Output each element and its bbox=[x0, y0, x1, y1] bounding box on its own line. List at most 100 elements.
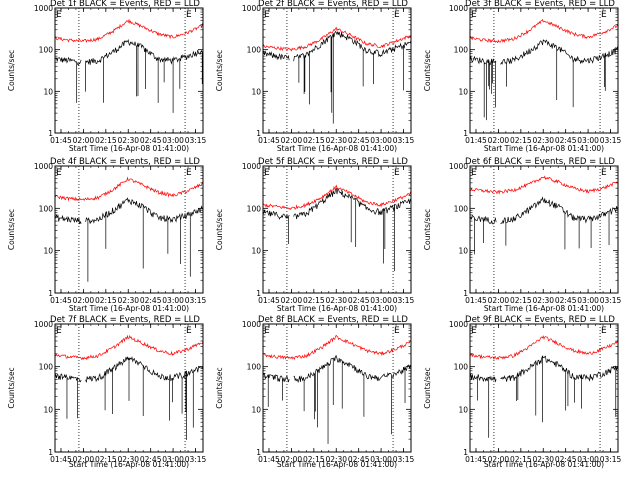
panel-title: Det 7f BLACK = Events, RED = LLD bbox=[50, 315, 200, 325]
y-tick-label: 10 bbox=[251, 247, 261, 256]
x-tick-label: 03:00 bbox=[577, 455, 599, 464]
y-tick-label: 1000 bbox=[34, 4, 53, 13]
x-tick-label: 02:45 bbox=[140, 136, 162, 145]
x-tick-label: 02:30 bbox=[117, 136, 139, 145]
x-tick-label: 02:00 bbox=[281, 455, 303, 464]
x-tick-label: 02:45 bbox=[348, 455, 370, 464]
x-tick-label: 02:45 bbox=[555, 296, 577, 305]
x-tick-label: 02:30 bbox=[325, 455, 347, 464]
y-axis-label: Counts/sec bbox=[215, 367, 224, 408]
x-tick-label: 01:45 bbox=[50, 455, 72, 464]
series-lld-line bbox=[54, 18, 204, 44]
x-tick-label: 02:30 bbox=[117, 455, 139, 464]
series-events-line bbox=[262, 187, 412, 272]
x-tick-label: 02:15 bbox=[303, 136, 325, 145]
series-events-line bbox=[262, 355, 412, 444]
y-tick-label: 1000 bbox=[34, 320, 53, 329]
panel-title: Det 2f BLACK = Events, RED = LLD bbox=[258, 0, 408, 9]
x-tick-label: 01:45 bbox=[258, 455, 280, 464]
x-tick-label: 01:45 bbox=[465, 296, 487, 305]
panel-det-9f: Det 9f BLACK = Events, RED = LLD Counts/s… bbox=[423, 315, 622, 469]
x-tick-label: 02:00 bbox=[488, 296, 510, 305]
panel-det-5f: Det 5f BLACK = Events, RED = LLD Counts/s… bbox=[215, 157, 415, 313]
x-tick-label: 02:00 bbox=[488, 455, 510, 464]
x-tick-label: 02:00 bbox=[73, 455, 95, 464]
x-tick-label: 03:00 bbox=[577, 136, 599, 145]
y-axis-label: Counts/sec bbox=[423, 50, 432, 91]
y-tick-label: 100 bbox=[247, 204, 262, 213]
x-tick-label: 02:45 bbox=[140, 455, 162, 464]
series-lld-line bbox=[262, 26, 412, 52]
plot-frame bbox=[469, 165, 619, 294]
x-tick-label: 02:15 bbox=[303, 455, 325, 464]
series-events-line bbox=[54, 197, 204, 282]
x-tick-label: 01:45 bbox=[50, 136, 72, 145]
y-tick-label: 100 bbox=[454, 363, 469, 372]
plot-frame bbox=[262, 165, 412, 294]
panel-det-7f: Det 7f BLACK = Events, RED = LLD Counts/s… bbox=[7, 315, 207, 469]
x-tick-label: 03:00 bbox=[162, 136, 184, 145]
x-tick-label: 02:45 bbox=[140, 296, 162, 305]
panel-title: Det 4f BLACK = Events, RED = LLD bbox=[50, 157, 200, 167]
series-lld-line bbox=[469, 335, 619, 361]
x-tick-label: 02:45 bbox=[555, 136, 577, 145]
corner-mark: E bbox=[186, 326, 192, 336]
x-axis-label: Start Time (16-Apr-08 01:41:00) bbox=[69, 460, 189, 469]
x-tick-label: 02:15 bbox=[95, 296, 117, 305]
x-axis-label: Start Time (16-Apr-08 01:41:00) bbox=[277, 304, 397, 313]
x-tick-label: 03:15 bbox=[600, 136, 622, 145]
corner-mark: E bbox=[186, 168, 192, 178]
x-tick-label: 03:00 bbox=[162, 296, 184, 305]
y-tick-label: 1 bbox=[256, 129, 261, 138]
y-tick-label: 1 bbox=[463, 289, 468, 298]
x-tick-label: 02:15 bbox=[510, 296, 532, 305]
series-lld-line bbox=[54, 334, 204, 361]
x-tick-label: 02:15 bbox=[510, 136, 532, 145]
y-tick-label: 10 bbox=[458, 247, 468, 256]
y-tick-label: 10 bbox=[251, 405, 261, 414]
corner-mark: E bbox=[56, 326, 62, 336]
y-tick-label: 10 bbox=[43, 247, 53, 256]
panel-det-3f: Det 3f BLACK = Events, RED = LLD Counts/s… bbox=[423, 0, 622, 153]
x-tick-label: 02:00 bbox=[281, 296, 303, 305]
y-tick-label: 1 bbox=[463, 129, 468, 138]
y-axis-label: Counts/sec bbox=[7, 367, 16, 408]
x-tick-label: 03:15 bbox=[393, 296, 415, 305]
corner-mark: E bbox=[394, 168, 400, 178]
y-tick-label: 1 bbox=[463, 448, 468, 457]
corner-mark: E bbox=[394, 10, 400, 20]
y-tick-label: 1 bbox=[256, 448, 261, 457]
x-tick-label: 02:30 bbox=[532, 455, 554, 464]
panel-title: Det 1f BLACK = Events, RED = LLD bbox=[50, 0, 200, 9]
y-tick-label: 10 bbox=[43, 405, 53, 414]
corner-mark: E bbox=[264, 326, 270, 336]
x-tick-label: 03:15 bbox=[185, 136, 207, 145]
plot-frame bbox=[54, 165, 204, 294]
y-tick-label: 1 bbox=[48, 448, 53, 457]
corner-mark: E bbox=[264, 10, 270, 20]
y-tick-label: 100 bbox=[454, 46, 469, 55]
y-tick-label: 100 bbox=[454, 204, 469, 213]
panel-title: Det 8f BLACK = Events, RED = LLD bbox=[258, 315, 408, 325]
plot-frame bbox=[262, 7, 412, 134]
x-tick-label: 02:45 bbox=[555, 455, 577, 464]
y-tick-label: 100 bbox=[247, 363, 262, 372]
y-tick-label: 10 bbox=[43, 87, 53, 96]
series-lld-line bbox=[469, 175, 619, 195]
series-events-line bbox=[469, 355, 619, 438]
panel-det-6f: Det 6f BLACK = Events, RED = LLD Counts/s… bbox=[423, 157, 622, 313]
y-axis-label: Counts/sec bbox=[423, 209, 432, 250]
x-tick-label: 02:30 bbox=[532, 296, 554, 305]
panel-det-8f: Det 8f BLACK = Events, RED = LLD Counts/s… bbox=[215, 315, 415, 469]
x-tick-label: 02:15 bbox=[95, 455, 117, 464]
panel-title: Det 3f BLACK = Events, RED = LLD bbox=[465, 0, 615, 9]
x-tick-label: 02:45 bbox=[348, 136, 370, 145]
x-tick-label: 03:00 bbox=[370, 136, 392, 145]
y-tick-label: 10 bbox=[458, 87, 468, 96]
x-tick-label: 01:45 bbox=[258, 136, 280, 145]
y-axis-label: Counts/sec bbox=[215, 209, 224, 250]
series-events-line bbox=[469, 196, 619, 255]
plot-frame bbox=[54, 323, 204, 453]
corner-mark: E bbox=[471, 326, 477, 336]
